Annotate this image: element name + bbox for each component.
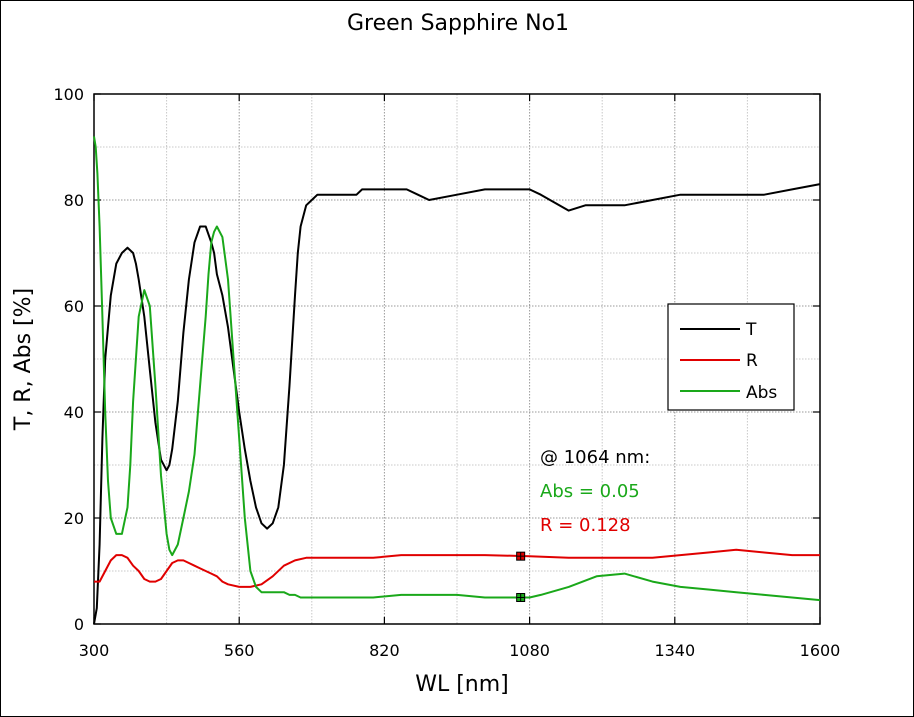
y-tick-label: 0: [74, 615, 84, 634]
legend: T R Abs: [667, 303, 795, 411]
x-tick-label: 300: [79, 641, 110, 660]
annotation-wavelength: @ 1064 nm:: [540, 447, 650, 468]
legend-box: [667, 303, 795, 411]
legend-label-t: T: [745, 320, 757, 340]
legend-label-abs: Abs: [746, 383, 777, 403]
y-axis-title: T, R, Abs [%]: [11, 288, 36, 431]
series-line-t: [93, 183, 821, 625]
y-tick-label: 100: [53, 85, 84, 104]
axis-ticks: 300 560 820 1080 1340 1600 0 20 40 60 80 100: [53, 85, 840, 660]
series-lines: [93, 136, 821, 625]
series-line-abs: [93, 136, 821, 602]
annotations: @ 1064 nm: Abs = 0.05 R = 0.128: [540, 447, 650, 536]
x-tick-label: 1600: [800, 641, 841, 660]
chart-title: Green Sapphire No1: [347, 11, 569, 36]
marker-r: [516, 551, 526, 561]
x-axis-title: WL [nm]: [415, 672, 509, 697]
x-tick-label: 1080: [509, 641, 550, 660]
series-line-r: [94, 548, 820, 588]
y-tick-label: 80: [64, 191, 84, 210]
x-tick-label: 820: [369, 641, 400, 660]
annotation-r: R = 0.128: [540, 515, 631, 536]
data-markers: [516, 551, 526, 602]
annotation-abs: Abs = 0.05: [540, 481, 640, 502]
plot-area: [93, 93, 821, 625]
x-tick-label: 560: [224, 641, 255, 660]
legend-label-r: R: [746, 351, 758, 371]
y-tick-label: 60: [64, 297, 84, 316]
y-tick-label: 40: [64, 403, 84, 422]
x-tick-label: 1340: [654, 641, 695, 660]
marker-abs: [516, 593, 526, 602]
y-tick-label: 20: [64, 509, 84, 528]
